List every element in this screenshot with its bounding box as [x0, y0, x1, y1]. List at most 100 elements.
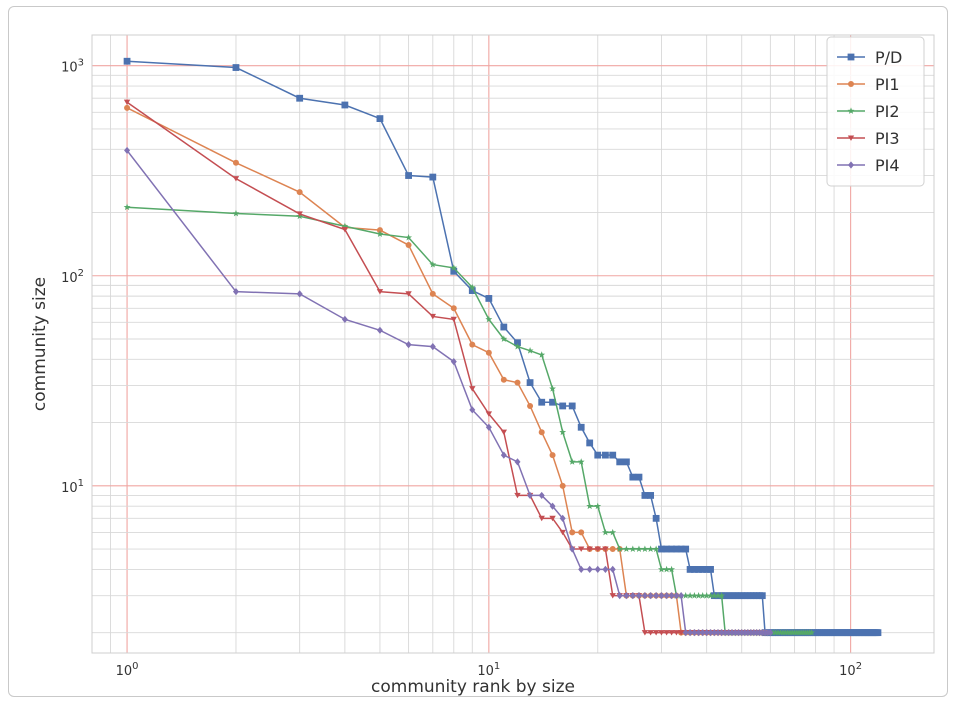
data-point	[594, 546, 601, 552]
data-point	[538, 515, 545, 522]
data-point	[577, 458, 585, 465]
data-point	[772, 629, 779, 636]
x-tick-label: 101	[477, 661, 500, 679]
data-point	[622, 458, 630, 466]
data-point	[450, 305, 457, 312]
data-point	[847, 53, 855, 61]
data-point	[635, 545, 643, 552]
data-point	[341, 226, 349, 233]
data-point	[538, 351, 546, 358]
data-point	[376, 289, 384, 295]
data-point	[405, 341, 412, 349]
data-point	[668, 545, 675, 553]
data-point	[469, 341, 476, 348]
data-point	[586, 565, 593, 574]
data-point	[758, 592, 766, 600]
data-point	[673, 592, 680, 600]
data-point	[578, 529, 585, 536]
data-point	[602, 565, 609, 574]
data-point	[714, 592, 722, 599]
line-chart: 100 101 102 101 102 103 community rank by size…	[30, 34, 935, 696]
data-point	[699, 629, 706, 637]
data-point	[690, 592, 698, 599]
data-point	[123, 57, 131, 65]
data-point	[663, 592, 670, 600]
data-point	[232, 176, 240, 182]
data-point	[429, 173, 437, 181]
data-point	[568, 458, 576, 465]
data-point	[123, 99, 131, 106]
data-point	[609, 565, 616, 574]
data-point	[341, 222, 349, 230]
data-point	[629, 545, 637, 552]
data-point	[549, 385, 556, 392]
legend: P/D PI1 PI2 PI3 PI4	[826, 36, 925, 187]
data-point	[586, 546, 593, 552]
data-point	[767, 629, 774, 637]
data-point	[296, 290, 303, 298]
data-point	[341, 315, 348, 323]
data-point	[568, 402, 576, 410]
data-point	[641, 492, 649, 499]
grid	[91, 35, 934, 653]
data-point	[296, 211, 303, 217]
data-point	[232, 209, 240, 217]
x-axis-label: community rank by size	[371, 677, 575, 696]
legend-label: PI3	[875, 129, 900, 148]
data-point	[296, 189, 303, 196]
legend-label: PI1	[875, 75, 900, 94]
data-point	[514, 379, 521, 386]
y-tick-label: 102	[61, 268, 84, 286]
series-pi4	[124, 146, 774, 637]
data-point	[559, 428, 567, 436]
data-point	[376, 227, 383, 234]
data-point	[500, 323, 508, 331]
data-point	[586, 502, 594, 510]
x-tick-label: 102	[839, 661, 862, 679]
data-point	[609, 593, 616, 599]
data-point	[124, 146, 131, 155]
data-point	[695, 629, 702, 637]
data-point	[514, 339, 521, 347]
data-point	[429, 261, 437, 268]
data-point	[699, 566, 707, 573]
data-point	[602, 451, 609, 459]
data-point	[715, 629, 722, 637]
data-point	[500, 376, 507, 383]
data-point	[405, 242, 412, 249]
data-point	[682, 592, 690, 599]
data-point	[500, 451, 507, 459]
data-point	[641, 592, 648, 600]
data-point	[616, 545, 624, 552]
data-point	[376, 115, 384, 122]
data-point	[559, 402, 567, 410]
chart-frame: 100 101 102 101 102 103 community rank by size…	[8, 6, 948, 697]
data-point	[609, 451, 617, 459]
data-point	[652, 514, 660, 522]
data-point	[663, 545, 671, 553]
data-point	[500, 429, 508, 436]
data-point	[668, 565, 676, 573]
data-point	[722, 629, 729, 637]
data-point	[728, 629, 735, 637]
legend-box	[826, 36, 925, 187]
data-point	[707, 592, 714, 599]
data-point	[686, 592, 694, 599]
data-point	[429, 342, 436, 351]
axes-border	[91, 34, 935, 654]
data-point	[450, 264, 458, 271]
data-point	[569, 529, 576, 536]
data-point	[721, 592, 729, 600]
legend-item: PI1	[837, 75, 900, 94]
data-point	[594, 451, 602, 459]
data-point	[682, 545, 690, 553]
data-point	[774, 629, 782, 636]
data-point	[718, 592, 726, 599]
data-point	[635, 473, 643, 481]
data-point	[526, 379, 534, 387]
data-point	[658, 630, 665, 636]
data-point	[450, 358, 457, 366]
data-point	[658, 545, 665, 553]
data-point	[847, 107, 855, 114]
data-point	[677, 630, 685, 636]
